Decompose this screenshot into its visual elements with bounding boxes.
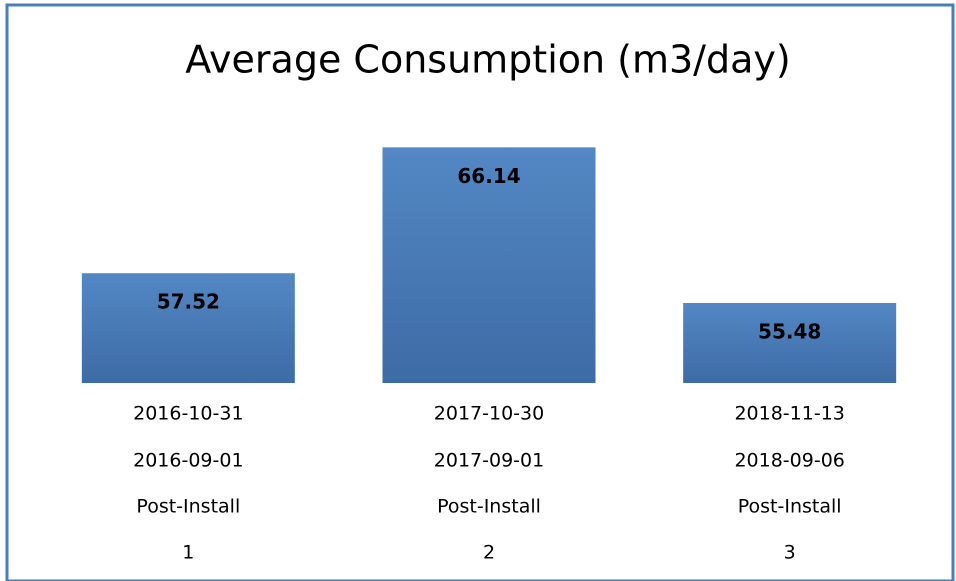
x-tick-label: 2017-09-01 xyxy=(434,450,544,472)
value-label: 55.48 xyxy=(758,319,821,343)
x-tick-label: 2018-09-06 xyxy=(734,450,844,472)
chart-title: Average Consumption (m3/day) xyxy=(185,38,790,82)
x-tick-label: Post-Install xyxy=(738,496,842,518)
bar xyxy=(683,302,897,383)
x-tick-label: Post-Install xyxy=(437,496,541,518)
x-tick-label: 1 xyxy=(182,542,194,564)
value-label: 57.52 xyxy=(157,290,220,314)
x-tick-label: 2016-10-31 xyxy=(133,403,243,425)
x-tick-label: 2016-09-01 xyxy=(133,450,243,472)
bar xyxy=(382,147,596,383)
x-tick-label: 2018-11-13 xyxy=(734,403,844,425)
x-tick-label: 2017-10-30 xyxy=(434,403,544,425)
value-label: 66.14 xyxy=(457,164,520,188)
x-tick-label: Post-Install xyxy=(136,496,240,518)
x-tick-label: 2 xyxy=(483,542,495,564)
x-tick-label: 3 xyxy=(784,542,796,564)
bar xyxy=(81,273,295,383)
